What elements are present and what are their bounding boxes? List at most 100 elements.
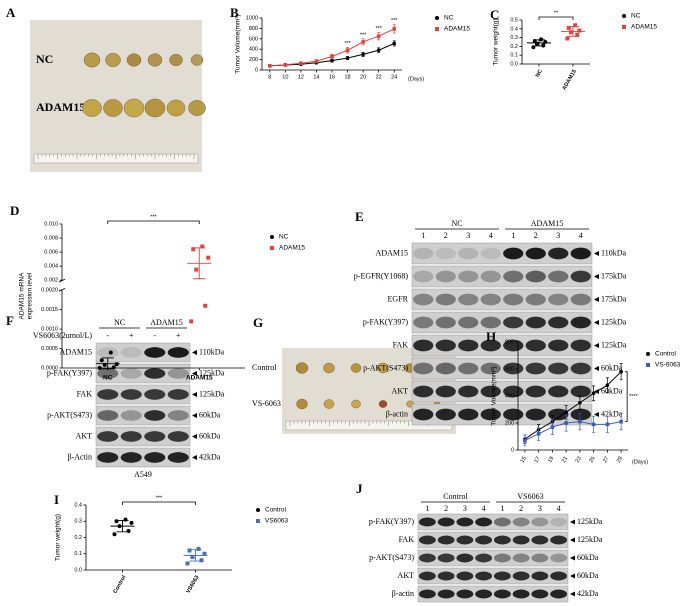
y-tick-label: 0 [255, 67, 258, 73]
x-tick-label: 16 [329, 74, 335, 80]
blot-band [531, 535, 549, 545]
point [194, 267, 199, 272]
blot-band [437, 517, 455, 527]
significance-label: *** [344, 41, 351, 47]
blot-band [570, 408, 591, 421]
point [568, 30, 573, 35]
point [376, 48, 381, 53]
legend-marker [435, 16, 439, 20]
blot-band [480, 408, 501, 421]
arrow [192, 392, 197, 397]
blot-band [570, 293, 591, 306]
tumor [169, 53, 183, 67]
group-label: ADAM15 [150, 318, 182, 327]
blot-band [458, 339, 479, 352]
blot-band [97, 410, 119, 421]
legend-label: NC [279, 234, 289, 241]
blot-band [458, 293, 479, 306]
point [591, 391, 596, 396]
blot-band [550, 571, 568, 581]
blot-band [531, 571, 549, 581]
x-tick-label: ADAM15 [186, 375, 213, 382]
arrow [594, 343, 599, 348]
point [102, 362, 107, 367]
point [200, 244, 205, 249]
point [97, 366, 102, 370]
arrow [570, 537, 575, 543]
blot-band [413, 270, 434, 283]
x-tick-label: VS6063 [186, 575, 201, 595]
blot-band [525, 385, 546, 398]
blot-band [456, 571, 474, 581]
legend-marker [256, 519, 260, 523]
point [206, 255, 211, 260]
blot-band [458, 316, 479, 329]
lane-label: 1 [421, 231, 425, 240]
tumor [378, 400, 388, 408]
blot-band [480, 247, 501, 260]
kda-label: 175kDa [601, 271, 627, 280]
lane-label: 1 [511, 231, 515, 240]
blot-band [531, 553, 549, 563]
x-tick-label: 14 [313, 74, 319, 80]
blot-band [548, 247, 569, 260]
blot-band [97, 389, 119, 400]
x-tick-label: NC [103, 375, 113, 382]
blot-band [475, 535, 493, 545]
kda-label: 175kDa [601, 294, 627, 303]
blot-band [525, 408, 546, 421]
row-label: β-actin [386, 409, 408, 418]
tumor [296, 398, 308, 410]
blot-band [570, 339, 591, 352]
tumor [166, 99, 186, 117]
panel-letter: E [355, 209, 364, 224]
panel-letter: B [230, 5, 239, 20]
blot-band [503, 270, 524, 283]
significance-label: ** [554, 10, 559, 16]
blot-band [456, 517, 474, 527]
blot-band [418, 571, 436, 581]
panel-letter: G [253, 315, 263, 330]
x-axis-label: (Days) [408, 76, 424, 82]
treatment-label: VS6063(2umol/L) [33, 331, 92, 340]
group-label: NC [114, 318, 125, 327]
lane-label: 3 [466, 231, 470, 240]
lane-label: 3 [463, 504, 467, 513]
point [299, 61, 303, 66]
arrow [192, 350, 197, 355]
point [111, 365, 116, 370]
panel-letter: I [54, 492, 59, 507]
blot-band [144, 431, 166, 442]
panel-letter: A [6, 5, 16, 20]
x-tick-label: Control [113, 574, 128, 594]
y-axis-label: Tumor Volume(mm³) [235, 14, 242, 73]
blot-band [456, 553, 474, 563]
tumor [105, 53, 121, 67]
blot-band [167, 452, 189, 463]
blot-strip [411, 311, 593, 334]
blot-band [144, 368, 166, 379]
group-label: VS6063 [517, 492, 543, 501]
point [605, 383, 610, 388]
lane-label: + [129, 331, 134, 340]
blot-band [570, 270, 591, 283]
blot-strip [411, 357, 593, 380]
blot-band [475, 553, 493, 563]
lane-label: 2 [444, 504, 448, 513]
lane-label: 2 [519, 504, 523, 513]
point [114, 362, 119, 367]
y-axis-label: Tumor Volume(mm³) [491, 366, 498, 425]
tumor [144, 98, 166, 118]
x-tick-label: 10 [282, 74, 288, 80]
blot-band [418, 589, 436, 599]
group-label: NC [36, 52, 53, 66]
x-tick-label: 17 [533, 456, 541, 464]
y-axis-label: ADAM15 mRNA [19, 272, 26, 320]
row-label: AKT [392, 386, 409, 395]
point [123, 517, 128, 522]
blot-strip [95, 405, 191, 426]
point [577, 28, 582, 33]
blot-strip [411, 334, 593, 357]
point [573, 23, 578, 28]
blot-band [413, 362, 434, 375]
